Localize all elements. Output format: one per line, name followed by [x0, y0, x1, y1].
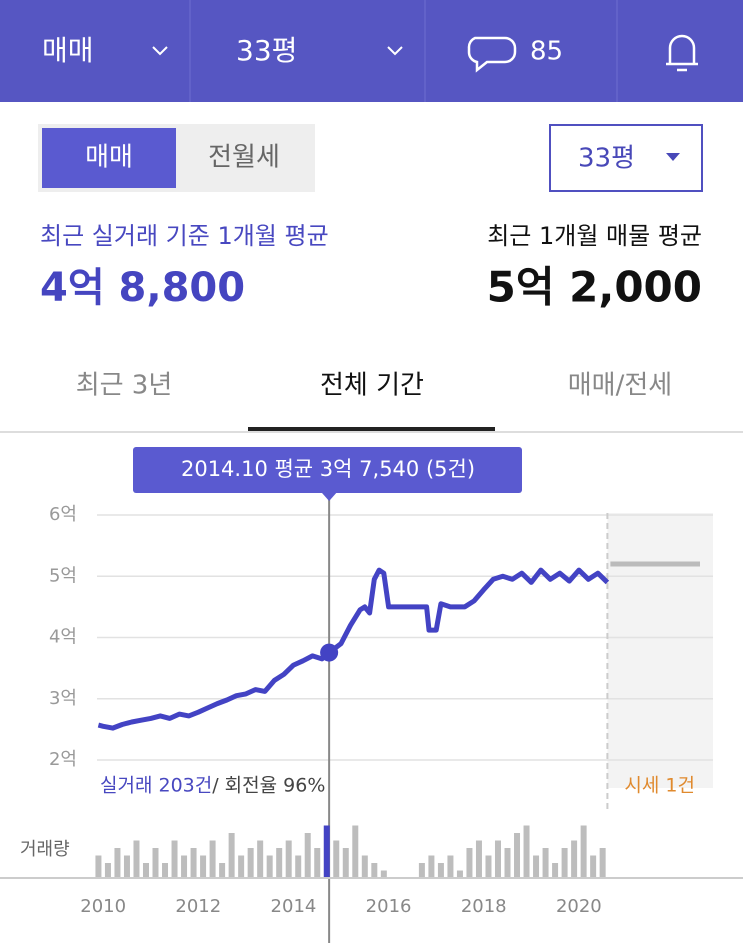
volume-bar — [323, 825, 330, 878]
y-tick-label: 3억 — [49, 688, 77, 709]
volume-bar — [123, 855, 130, 878]
volume-bar — [523, 825, 530, 878]
x-tick-label: 2010 — [80, 896, 126, 917]
volume-bar — [580, 825, 587, 878]
tab[interactable]: 최근 3년 — [76, 371, 173, 401]
volume-label: 거래량 — [20, 839, 70, 860]
volume-bar — [200, 855, 207, 878]
volume-bar — [285, 840, 292, 878]
volume-bar — [219, 863, 226, 878]
volume-bar — [162, 863, 169, 878]
volume-bar — [418, 863, 425, 878]
dropdown-label[interactable]: 33평 — [578, 144, 635, 174]
forecast-area — [607, 513, 713, 788]
volume-bar — [304, 833, 311, 878]
volume-bar — [494, 840, 501, 878]
volume-bar — [142, 863, 149, 878]
volume-bar — [295, 855, 302, 878]
volume-bar — [552, 863, 559, 878]
selected-point — [320, 643, 339, 662]
tooltip — [133, 447, 522, 493]
chart: 2억 3억 4억 5억 6억 2014.10 평균 3억 7,540 (5건) 실거래 20… — [0, 447, 743, 943]
volume-bar — [571, 840, 578, 878]
volume-bar — [342, 848, 349, 878]
tab[interactable]: 매매/전세 — [568, 371, 672, 401]
volume-bar — [209, 840, 216, 878]
volume-bar — [542, 848, 549, 878]
volume-bar — [437, 863, 444, 878]
volume-bar — [590, 855, 597, 878]
volume-bar — [333, 840, 340, 878]
volume-bar — [428, 855, 435, 878]
volume-bar — [257, 840, 264, 878]
y-tick-label: 2억 — [49, 749, 77, 770]
turnover: / 회전율 96% — [212, 775, 325, 797]
summary-value: 4억 8,800 — [40, 265, 245, 311]
x-tick-label: 2018 — [461, 896, 507, 917]
volume-bar — [181, 855, 188, 878]
chevron — [387, 46, 403, 56]
summary-label: 최근 1개월 매물 평균 — [487, 222, 702, 250]
y-tick-label: 5억 — [49, 565, 77, 586]
volume-bar — [475, 840, 482, 878]
volume-bar — [314, 848, 321, 878]
volume-bar — [276, 848, 283, 878]
volume-bar — [114, 848, 121, 878]
tooltip-text: 2014.10 평균 3억 7,540 (5건) — [181, 457, 475, 481]
volume-bar — [533, 855, 540, 878]
chevron — [152, 46, 168, 56]
volume-bar — [266, 855, 273, 878]
x-tick-label: 2020 — [556, 896, 602, 917]
volume-bar — [352, 825, 359, 878]
size-select[interactable]: 33평 — [236, 34, 297, 67]
volume-bar — [152, 848, 159, 878]
volume-bar — [238, 855, 245, 878]
deal-type[interactable]: 매매 — [42, 34, 94, 67]
volume-bar — [380, 870, 387, 878]
x-tick-label: 2016 — [366, 896, 412, 917]
top-bar — [0, 0, 743, 102]
toggle-active[interactable] — [42, 128, 176, 188]
tab-active[interactable]: 전체 기간 — [320, 371, 424, 401]
trade-count: 실거래 203건 — [100, 775, 212, 797]
volume-bar — [485, 855, 492, 878]
volume-bar — [447, 855, 454, 878]
toggle-active-label[interactable]: 매매 — [85, 143, 133, 173]
volume-bar — [466, 848, 473, 878]
volume-bar — [599, 848, 606, 878]
volume-bar — [361, 855, 368, 878]
summary-value: 5억 2,000 — [487, 263, 702, 312]
volume-bar — [228, 833, 235, 878]
volume-bar — [247, 848, 254, 878]
y-tick-label: 6억 — [49, 504, 77, 525]
dropdown-arrow — [666, 153, 680, 161]
volume-bar — [190, 848, 197, 878]
listing-count: 시세 1건 — [624, 775, 695, 797]
tooltip-arrow — [321, 492, 338, 501]
price-line — [97, 567, 610, 731]
comment-icon[interactable] — [467, 36, 517, 73]
volume-bar — [95, 855, 102, 878]
dropdown[interactable] — [549, 124, 703, 192]
volume-bar — [371, 863, 378, 878]
comment-count[interactable]: 85 — [530, 37, 563, 67]
volume-bar — [504, 848, 511, 878]
toggle-inactive-label[interactable]: 전월세 — [208, 143, 280, 173]
x-tick-label: 2012 — [175, 896, 221, 917]
bell-icon[interactable] — [666, 34, 698, 72]
summary-label: 최근 실거래 기준 1개월 평균 — [40, 222, 329, 250]
volume-bar — [456, 870, 463, 878]
volume-bar — [104, 863, 111, 878]
volume-bar — [561, 848, 568, 878]
volume-bar — [133, 840, 140, 878]
volume-bar — [171, 840, 178, 878]
y-tick-label: 4억 — [49, 627, 77, 648]
x-tick-label: 2014 — [271, 896, 317, 917]
volume-bar — [514, 833, 521, 878]
